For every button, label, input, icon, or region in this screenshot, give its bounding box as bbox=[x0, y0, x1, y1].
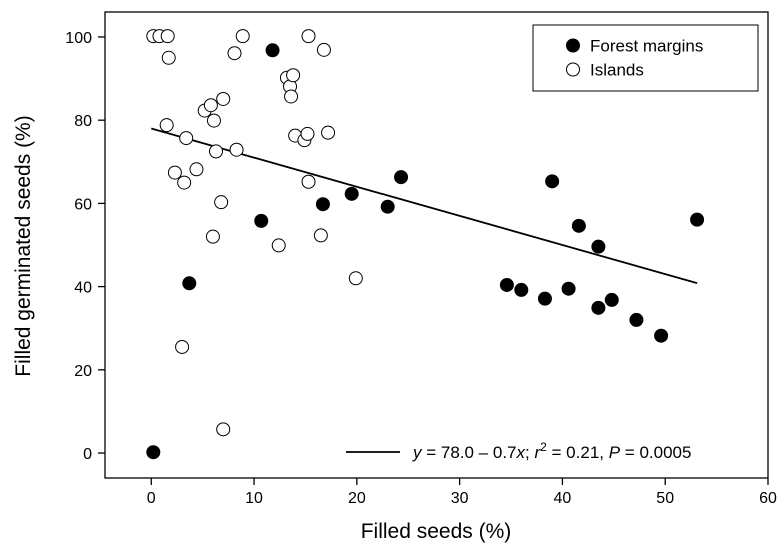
plot-frame bbox=[104, 11, 769, 479]
regression-line bbox=[151, 127, 698, 285]
islands-point bbox=[316, 42, 331, 57]
islands-point bbox=[229, 142, 244, 157]
islands-point bbox=[167, 165, 182, 180]
y-tick-label: 40 bbox=[74, 280, 92, 297]
islands-point bbox=[203, 98, 218, 113]
islands-point bbox=[321, 125, 336, 140]
islands-point bbox=[348, 271, 363, 286]
legend: Forest margins Islands bbox=[532, 24, 759, 92]
islands-point bbox=[301, 29, 316, 44]
forest-margins-point bbox=[380, 199, 395, 214]
y-tick-label: 60 bbox=[74, 196, 92, 213]
islands-point bbox=[161, 50, 176, 65]
islands-point bbox=[189, 162, 204, 177]
islands-point bbox=[159, 118, 174, 133]
islands-point bbox=[300, 126, 315, 141]
islands-point bbox=[209, 144, 224, 159]
legend-label-forest-margins: Forest margins bbox=[590, 37, 703, 56]
islands-point bbox=[216, 91, 231, 106]
forest-margins-point bbox=[146, 445, 161, 460]
forest-margins-point bbox=[182, 276, 197, 291]
forest-margins-point bbox=[537, 291, 552, 306]
x-tick-label: 20 bbox=[348, 490, 366, 507]
islands-point bbox=[214, 195, 229, 210]
islands-point bbox=[206, 113, 221, 128]
x-axis: 0 10 20 30 40 50 60 bbox=[147, 478, 777, 507]
y-axis-title: Filled germinated seeds (%) bbox=[12, 115, 35, 376]
islands-point bbox=[227, 46, 242, 61]
forest-margins-point bbox=[629, 312, 644, 327]
y-tick-label: 20 bbox=[74, 363, 92, 380]
forest-margins-point bbox=[690, 212, 705, 227]
x-tick-label: 30 bbox=[451, 490, 469, 507]
islands-point bbox=[205, 229, 220, 244]
forest-margins-point bbox=[394, 170, 409, 185]
legend-box bbox=[532, 24, 759, 92]
forest-margins-point bbox=[591, 239, 606, 254]
islands-point bbox=[286, 68, 301, 83]
forest-margins-point bbox=[545, 174, 560, 189]
islands-point bbox=[179, 131, 194, 146]
legend-label-islands: Islands bbox=[590, 61, 644, 80]
forest-margins-point bbox=[265, 43, 280, 58]
islands-point bbox=[284, 89, 299, 104]
forest-margins-point bbox=[344, 186, 359, 201]
forest-margins-point bbox=[315, 197, 330, 212]
y-axis: 0 20 40 60 80 100 bbox=[65, 30, 105, 463]
x-tick-label: 10 bbox=[245, 490, 263, 507]
data-points bbox=[146, 29, 705, 460]
islands-point bbox=[313, 228, 328, 243]
islands-point bbox=[301, 174, 316, 189]
y-tick-label: 100 bbox=[65, 30, 92, 47]
islands-point bbox=[271, 238, 286, 253]
legend-marker-islands bbox=[566, 62, 580, 77]
islands-point bbox=[160, 29, 175, 44]
x-tick-label: 40 bbox=[554, 490, 572, 507]
legend-marker-forest-margins bbox=[566, 38, 580, 53]
islands-point bbox=[177, 175, 192, 190]
y-tick-label: 80 bbox=[74, 113, 92, 130]
fit-legend: y = 78.0 – 0.7x; r2 = 0.21, P = 0.0005 bbox=[346, 440, 691, 462]
forest-margins-point bbox=[654, 328, 669, 343]
fit-equation-label: y = 78.0 – 0.7x; r2 = 0.21, P = 0.0005 bbox=[412, 440, 691, 462]
x-axis-title: Filled seeds (%) bbox=[361, 520, 512, 543]
forest-margins-point bbox=[254, 213, 269, 228]
islands-point bbox=[175, 339, 190, 354]
islands-point bbox=[235, 29, 250, 44]
forest-margins-point bbox=[561, 281, 576, 296]
x-tick-label: 0 bbox=[147, 490, 156, 507]
y-tick-label: 0 bbox=[83, 446, 92, 463]
x-tick-label: 60 bbox=[759, 490, 777, 507]
forest-margins-point bbox=[499, 277, 514, 292]
forest-margins-point bbox=[514, 282, 529, 297]
forest-margins-point bbox=[571, 218, 586, 233]
islands-point bbox=[216, 422, 231, 437]
forest-margins-point bbox=[591, 300, 606, 315]
x-tick-label: 50 bbox=[656, 490, 674, 507]
forest-margins-point bbox=[604, 292, 619, 307]
